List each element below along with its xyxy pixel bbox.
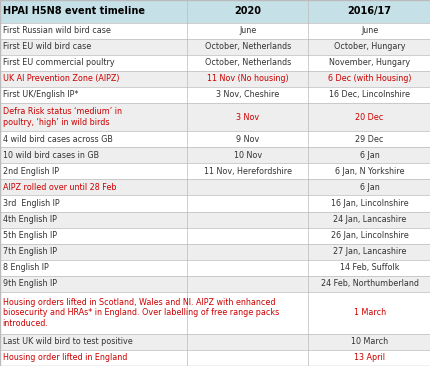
Text: 16 Jan, Lincolnshire: 16 Jan, Lincolnshire: [330, 199, 408, 208]
Text: 3 Nov: 3 Nov: [236, 112, 259, 122]
Bar: [0, 350, 430, 366]
Bar: [0, 212, 430, 228]
Text: Housing orders lifted in Scotland, Wales and NI. AIPZ with enhanced
biosecurity : Housing orders lifted in Scotland, Wales…: [3, 298, 278, 328]
Text: 4 wild bird cases across GB: 4 wild bird cases across GB: [3, 135, 112, 144]
Text: October, Hungary: October, Hungary: [333, 42, 404, 51]
Text: 11 Nov, Herefordshire: 11 Nov, Herefordshire: [203, 167, 291, 176]
Text: 6 Jan, N Yorkshire: 6 Jan, N Yorkshire: [334, 167, 403, 176]
Text: 5th English IP: 5th English IP: [3, 231, 56, 240]
Text: First Russian wild bird case: First Russian wild bird case: [3, 26, 110, 35]
Text: 20 Dec: 20 Dec: [355, 112, 383, 122]
Bar: [0, 131, 430, 147]
Text: 24 Feb, Northumberland: 24 Feb, Northumberland: [320, 280, 418, 288]
Bar: [0, 195, 430, 212]
Bar: [0, 334, 430, 350]
Bar: [0, 147, 430, 163]
Text: 29 Dec: 29 Dec: [355, 135, 383, 144]
Text: 14 Feb, Suffolk: 14 Feb, Suffolk: [339, 264, 399, 272]
Bar: [0, 71, 430, 87]
Text: First EU wild bird case: First EU wild bird case: [3, 42, 91, 51]
Text: 9 Nov: 9 Nov: [236, 135, 259, 144]
Bar: [0, 87, 430, 103]
Text: AIPZ rolled over until 28 Feb: AIPZ rolled over until 28 Feb: [3, 183, 116, 192]
Text: 11 Nov (No housing): 11 Nov (No housing): [206, 74, 288, 83]
Text: 1 March: 1 March: [353, 309, 385, 317]
Bar: [0, 38, 430, 55]
Bar: [0, 276, 430, 292]
Bar: [0, 244, 430, 260]
Text: 3 Nov, Cheshire: 3 Nov, Cheshire: [216, 90, 279, 100]
Text: 10 March: 10 March: [350, 337, 387, 346]
Bar: [0, 292, 430, 334]
Text: 2nd English IP: 2nd English IP: [3, 167, 58, 176]
Text: November, Hungary: November, Hungary: [328, 58, 409, 67]
Text: 26 Jan, Lincolnshire: 26 Jan, Lincolnshire: [330, 231, 408, 240]
Text: HPAI H5N8 event timeline: HPAI H5N8 event timeline: [3, 6, 144, 16]
Text: 6 Jan: 6 Jan: [359, 183, 378, 192]
Bar: [0, 0, 430, 23]
Text: October, Netherlands: October, Netherlands: [204, 58, 290, 67]
Text: October, Netherlands: October, Netherlands: [204, 42, 290, 51]
Text: 10 wild bird cases in GB: 10 wild bird cases in GB: [3, 151, 98, 160]
Text: 6 Jan: 6 Jan: [359, 151, 378, 160]
Text: 16 Dec, Lincolnshire: 16 Dec, Lincolnshire: [329, 90, 409, 100]
Text: June: June: [239, 26, 256, 35]
Text: 13 April: 13 April: [353, 354, 384, 362]
Text: 7th English IP: 7th English IP: [3, 247, 56, 256]
Bar: [0, 179, 430, 195]
Bar: [0, 260, 430, 276]
Text: Housing order lifted in England: Housing order lifted in England: [3, 354, 127, 362]
Text: 3rd  English IP: 3rd English IP: [3, 199, 59, 208]
Text: 6 Dec (with Housing): 6 Dec (with Housing): [327, 74, 410, 83]
Text: 24 Jan, Lancashire: 24 Jan, Lancashire: [332, 215, 405, 224]
Bar: [0, 55, 430, 71]
Bar: [0, 228, 430, 244]
Text: 2020: 2020: [234, 6, 261, 16]
Text: 10 Nov: 10 Nov: [233, 151, 261, 160]
Bar: [0, 103, 430, 131]
Bar: [0, 163, 430, 179]
Text: 9th English IP: 9th English IP: [3, 280, 56, 288]
Text: 27 Jan, Lancashire: 27 Jan, Lancashire: [332, 247, 405, 256]
Text: Last UK wild bird to test positive: Last UK wild bird to test positive: [3, 337, 132, 346]
Text: Defra Risk status ‘medium’ in
poultry, ‘high’ in wild birds: Defra Risk status ‘medium’ in poultry, ‘…: [3, 107, 121, 127]
Bar: [0, 23, 430, 38]
Text: UK AI Prevention Zone (AIPZ): UK AI Prevention Zone (AIPZ): [3, 74, 119, 83]
Text: First EU commercial poultry: First EU commercial poultry: [3, 58, 114, 67]
Text: First UK/English IP*: First UK/English IP*: [3, 90, 78, 100]
Text: 4th English IP: 4th English IP: [3, 215, 56, 224]
Text: 8 English IP: 8 English IP: [3, 264, 48, 272]
Text: 2016/17: 2016/17: [347, 6, 391, 16]
Text: June: June: [360, 26, 378, 35]
